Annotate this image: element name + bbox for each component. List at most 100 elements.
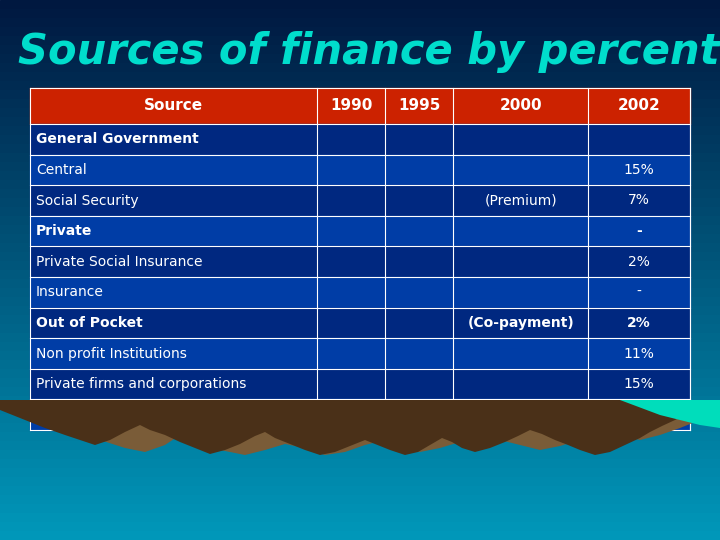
Bar [0, 0, 720, 9]
Text: Private firms and corporations: Private firms and corporations [36, 377, 246, 391]
Polygon shape [620, 400, 720, 428]
Bar [0, 126, 720, 135]
Bar [30, 154, 690, 185]
Bar [0, 90, 720, 99]
Bar [0, 396, 720, 405]
Bar [0, 306, 720, 315]
Bar [0, 270, 720, 279]
Bar [0, 468, 720, 477]
Bar [0, 243, 720, 252]
Bar [0, 441, 720, 450]
Text: 2002: 2002 [618, 98, 660, 113]
Bar [30, 246, 690, 277]
Bar [0, 513, 720, 522]
Text: Source: Source [144, 98, 203, 113]
Bar [0, 522, 720, 531]
Bar [0, 378, 720, 387]
Text: Private Social Insurance: Private Social Insurance [36, 255, 202, 269]
Bar [0, 72, 720, 81]
Bar [0, 207, 720, 216]
Text: Insurance: Insurance [36, 285, 104, 299]
Bar [0, 351, 720, 360]
Bar [0, 27, 720, 36]
Text: 2%: 2% [629, 255, 650, 269]
Bar [0, 108, 720, 117]
Bar [0, 36, 720, 45]
Text: 2%: 2% [627, 316, 651, 330]
Bar [0, 531, 720, 540]
Bar [0, 135, 720, 144]
Text: 15%: 15% [624, 377, 654, 391]
Bar [30, 216, 690, 246]
Text: 2000: 2000 [500, 98, 542, 113]
Bar [0, 387, 720, 396]
Bar [0, 315, 720, 324]
Bar [0, 153, 720, 162]
Text: 15%: 15% [624, 163, 654, 177]
Bar [0, 171, 720, 180]
Bar [0, 405, 720, 414]
Bar [0, 144, 720, 153]
Bar [0, 432, 720, 441]
Bar [0, 414, 720, 423]
Bar [0, 297, 720, 306]
Bar [0, 486, 720, 495]
Polygon shape [0, 400, 720, 455]
Bar [0, 81, 720, 90]
Bar [0, 504, 720, 513]
Bar [0, 342, 720, 351]
Bar [30, 277, 690, 308]
Bar [0, 423, 720, 432]
Bar [0, 9, 720, 18]
Bar [0, 189, 720, 198]
Bar [0, 450, 720, 459]
Bar [0, 198, 720, 207]
Bar [0, 180, 720, 189]
Bar [0, 54, 720, 63]
Bar [30, 124, 690, 154]
Text: Central: Central [36, 163, 86, 177]
Bar [0, 162, 720, 171]
Text: Social Security: Social Security [36, 193, 139, 207]
Bar [30, 369, 690, 400]
Text: -: - [636, 285, 642, 299]
Text: Sources of finance by percent: Sources of finance by percent [18, 31, 719, 73]
Text: 1990: 1990 [330, 98, 372, 113]
Text: -: - [636, 224, 642, 238]
Bar [0, 477, 720, 486]
Bar [0, 45, 720, 54]
Bar [0, 63, 720, 72]
Bar [30, 88, 690, 124]
Bar [0, 288, 720, 297]
Text: External resources: External resources [36, 408, 166, 422]
Bar [30, 338, 690, 369]
Bar [0, 495, 720, 504]
Text: (Co-payment): (Co-payment) [467, 316, 574, 330]
Text: Out of Pocket: Out of Pocket [36, 316, 143, 330]
Bar [0, 261, 720, 270]
Bar [0, 225, 720, 234]
Text: 11%: 11% [624, 347, 654, 361]
Text: 7%: 7% [629, 193, 650, 207]
Bar [30, 308, 690, 338]
Bar [0, 234, 720, 243]
Text: Private: Private [36, 224, 92, 238]
Bar [30, 400, 690, 430]
Bar [0, 279, 720, 288]
Text: General Government: General Government [36, 132, 199, 146]
Text: Non profit Institutions: Non profit Institutions [36, 347, 187, 361]
Text: 1995: 1995 [398, 98, 440, 113]
Bar [0, 117, 720, 126]
Bar [0, 252, 720, 261]
Bar [0, 333, 720, 342]
Bar [0, 99, 720, 108]
Bar [0, 360, 720, 369]
Bar [0, 369, 720, 378]
Bar [30, 185, 690, 216]
Text: 48%: 48% [624, 408, 654, 422]
Text: (Premium): (Premium) [485, 193, 557, 207]
Bar [0, 18, 720, 27]
Bar [0, 216, 720, 225]
Bar [0, 324, 720, 333]
Polygon shape [0, 400, 720, 455]
